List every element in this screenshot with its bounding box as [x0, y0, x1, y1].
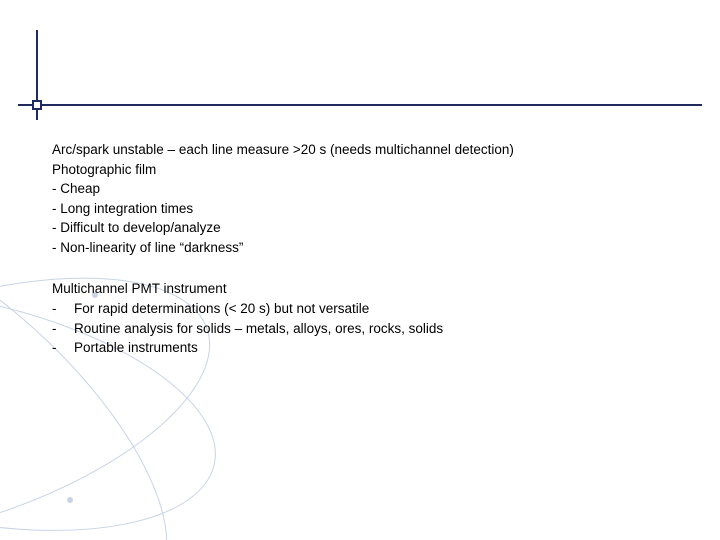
- bullet-text: For rapid determinations (< 20 s) but no…: [74, 299, 682, 319]
- bullet-line: - Cheap: [52, 179, 682, 199]
- dash-icon: -: [52, 299, 74, 319]
- corner-rule-horizontal: [18, 104, 702, 106]
- bullet-line: - Difficult to develop/analyze: [52, 218, 682, 238]
- bullet-text: Portable instruments: [74, 338, 682, 358]
- dash-icon: -: [52, 319, 74, 339]
- section-multichannel-pmt: Multichannel PMT instrument - For rapid …: [52, 279, 682, 357]
- corner-rule-square: [32, 100, 42, 110]
- section-arc-spark: Arc/spark unstable – each line measure >…: [52, 140, 682, 257]
- bullet-line: - Routine analysis for solids – metals, …: [52, 319, 682, 339]
- bullet-line: - Long integration times: [52, 199, 682, 219]
- bullet-line: - Portable instruments: [52, 338, 682, 358]
- bullet-line: - Non-linearity of line “darkness”: [52, 238, 682, 258]
- slide-body: Arc/spark unstable – each line measure >…: [52, 140, 682, 380]
- section-heading: Multichannel PMT instrument: [52, 279, 682, 299]
- text-line: Arc/spark unstable – each line measure >…: [52, 140, 682, 160]
- bullet-line: - For rapid determinations (< 20 s) but …: [52, 299, 682, 319]
- dash-icon: -: [52, 338, 74, 358]
- text-line: Photographic film: [52, 160, 682, 180]
- bullet-text: Routine analysis for solids – metals, al…: [74, 319, 682, 339]
